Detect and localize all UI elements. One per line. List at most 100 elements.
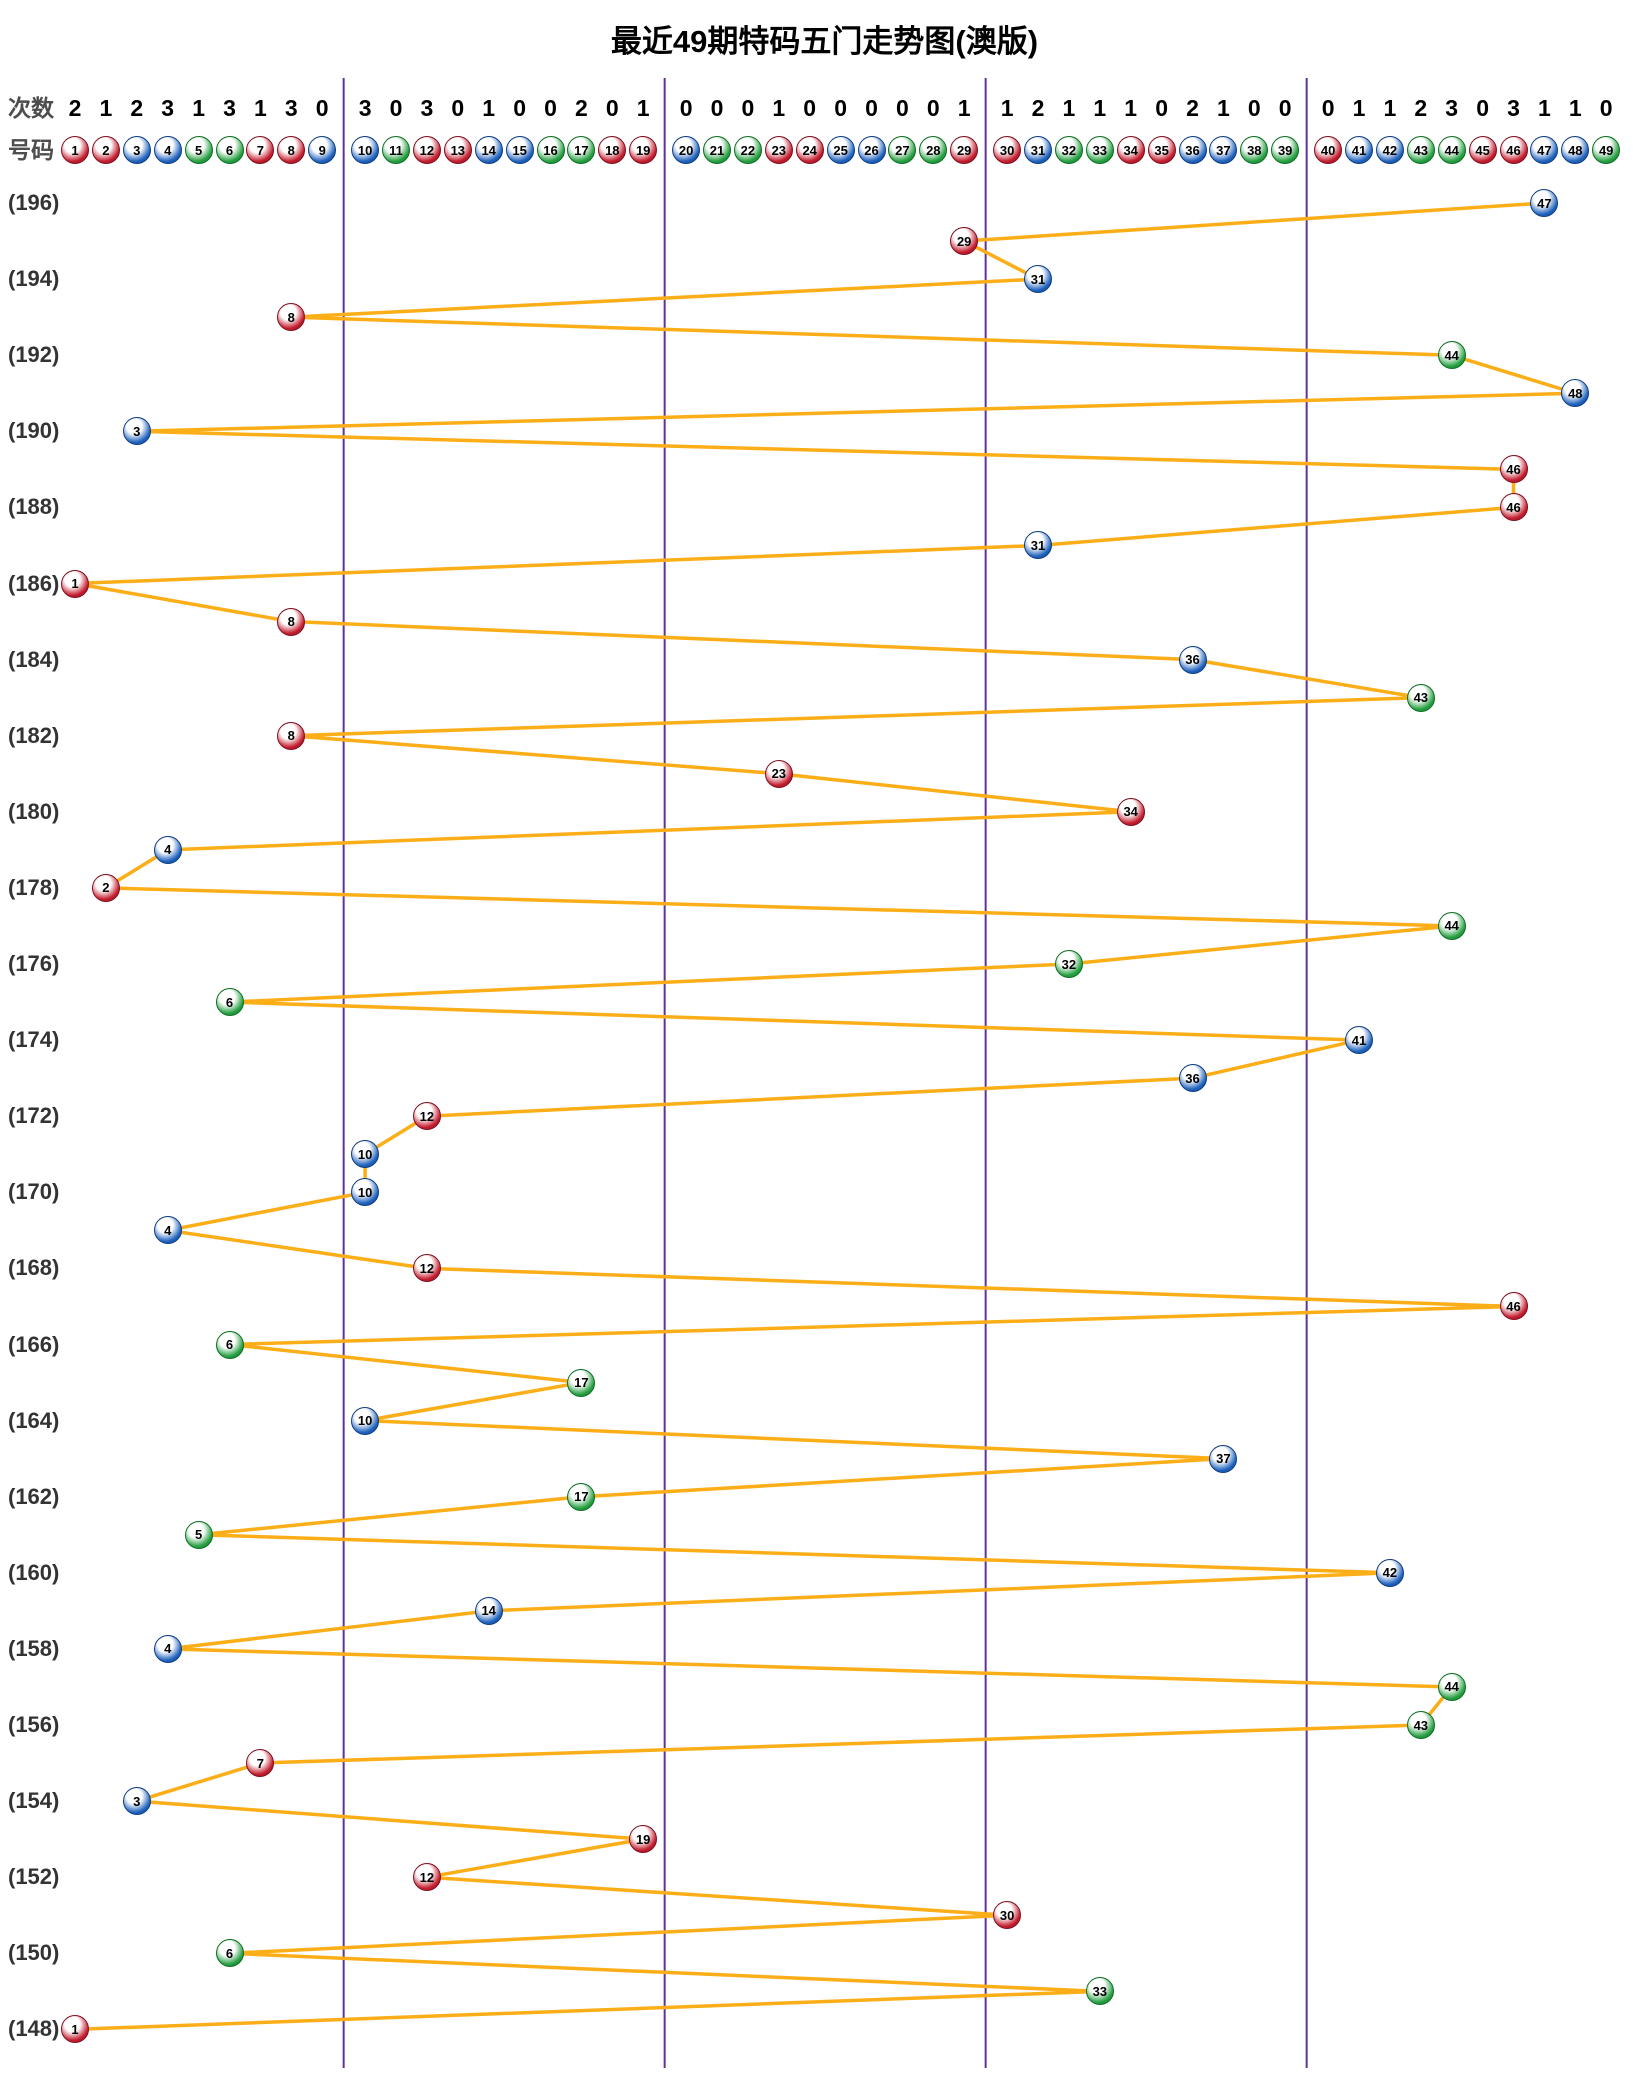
period-label-172: (172) — [8, 1103, 60, 1129]
count-value-14: 1 — [482, 95, 496, 121]
header-ball-28: 28 — [919, 136, 948, 164]
period-label-152: (152) — [8, 1864, 60, 1890]
chart-ball-period-158-4: 4 — [153, 1634, 182, 1663]
period-label-166: (166) — [8, 1331, 60, 1357]
header-ball-12: 12 — [412, 136, 441, 164]
period-label-156: (156) — [8, 1712, 60, 1737]
count-value-8: 3 — [284, 95, 298, 121]
chart-ball-period-176-32: 32 — [1054, 950, 1083, 978]
header-ball-25: 25 — [826, 136, 855, 164]
count-value-6: 3 — [223, 95, 236, 121]
header-ball-2: 2 — [91, 136, 120, 164]
chart-ball-period-194-31: 31 — [1024, 265, 1052, 294]
count-value-25: 0 — [834, 95, 847, 121]
count-value-26: 0 — [865, 95, 878, 121]
period-label-174: (174) — [8, 1027, 60, 1053]
count-value-29: 1 — [957, 95, 971, 121]
header-ball-21: 21 — [703, 136, 731, 164]
header-ball-22: 22 — [733, 136, 762, 164]
chart-ball-period-189-46: 46 — [1499, 455, 1528, 484]
count-value-12: 3 — [420, 95, 434, 121]
count-value-40: 0 — [1321, 95, 1335, 121]
count-value-45: 0 — [1476, 95, 1489, 121]
header-ball-23: 23 — [764, 136, 793, 164]
header-ball-27: 27 — [888, 136, 917, 164]
header-ball-19: 19 — [629, 136, 658, 164]
count-value-47: 1 — [1537, 95, 1551, 121]
header-ball-44: 44 — [1437, 136, 1466, 164]
header-ball-40: 40 — [1314, 136, 1343, 164]
chart-ball-period-148-1: 1 — [61, 2015, 89, 2044]
count-value-20: 0 — [679, 95, 693, 121]
chart-ball-period-178-2: 2 — [91, 873, 120, 902]
chart-ball-period-170-10: 10 — [351, 1178, 380, 1207]
count-value-36: 2 — [1186, 95, 1199, 121]
count-value-34: 1 — [1124, 95, 1138, 121]
header-ball-20: 20 — [672, 136, 701, 164]
chart-ball-period-161-5: 5 — [184, 1520, 213, 1549]
header-ball-14: 14 — [474, 136, 503, 164]
chart-ball-period-183-43: 43 — [1406, 683, 1435, 712]
period-label-168: (168) — [8, 1255, 60, 1281]
page-title: 最近49期特码五门走势图(澳版) — [610, 24, 1039, 59]
chart-ball-period-186-1: 1 — [61, 569, 89, 598]
chart-ball-period-171-10: 10 — [351, 1140, 380, 1169]
count-value-22: 0 — [741, 95, 755, 121]
chart-ball-period-163-37: 37 — [1209, 1444, 1238, 1473]
count-value-48: 1 — [1568, 95, 1582, 121]
chart-ball-period-159-14: 14 — [474, 1596, 503, 1625]
chart-ball-period-192-44: 44 — [1437, 341, 1466, 370]
count-value-16: 0 — [544, 95, 557, 121]
chart-ball-period-190-3: 3 — [122, 417, 151, 446]
header-ball-49: 49 — [1592, 136, 1621, 164]
chart-ball-period-164-10: 10 — [351, 1406, 380, 1435]
header-ball-35: 35 — [1147, 136, 1176, 164]
count-value-24: 0 — [803, 95, 817, 121]
count-value-42: 1 — [1383, 95, 1397, 121]
period-label-186: (186) — [8, 570, 60, 596]
chart-ball-period-188-46: 46 — [1499, 493, 1528, 522]
chart-ball-period-174-41: 41 — [1345, 1026, 1373, 1055]
header-ball-30: 30 — [993, 136, 1022, 164]
count-value-11: 0 — [389, 95, 403, 121]
header-ball-3: 3 — [122, 136, 151, 164]
count-value-10: 3 — [358, 95, 372, 121]
period-label-196: (196) — [8, 190, 60, 215]
period-label-192: (192) — [8, 342, 60, 368]
count-value-17: 2 — [574, 95, 588, 121]
chart-ball-period-169-4: 4 — [153, 1216, 182, 1245]
period-label-170: (170) — [8, 1179, 60, 1205]
header-ball-32: 32 — [1054, 136, 1083, 164]
header-ball-48: 48 — [1561, 136, 1590, 164]
header-ball-37: 37 — [1209, 136, 1238, 164]
count-value-13: 0 — [451, 95, 465, 121]
count-value-43: 2 — [1414, 95, 1428, 121]
header-ball-8: 8 — [277, 136, 306, 164]
header-ball-41: 41 — [1345, 136, 1373, 164]
chart-ball-period-155-7: 7 — [246, 1749, 275, 1778]
header-ball-10: 10 — [351, 136, 380, 164]
period-label-184: (184) — [8, 646, 60, 672]
header-ball-1: 1 — [61, 136, 89, 164]
header-ball-5: 5 — [184, 136, 213, 164]
header-ball-43: 43 — [1406, 136, 1435, 164]
chart-ball-period-193-8: 8 — [277, 303, 306, 332]
header-ball-34: 34 — [1116, 136, 1145, 164]
chart-ball-period-196-47: 47 — [1530, 189, 1559, 217]
chart-ball-period-179-4: 4 — [153, 835, 182, 864]
header-ball-6: 6 — [215, 136, 244, 164]
chart-ball-period-165-17: 17 — [567, 1368, 596, 1397]
count-value-31: 2 — [1031, 95, 1045, 121]
count-value-19: 1 — [636, 95, 650, 121]
header-ball-13: 13 — [443, 136, 472, 164]
period-label-160: (160) — [8, 1559, 60, 1585]
period-label-176: (176) — [8, 951, 60, 976]
header-ball-38: 38 — [1240, 136, 1269, 164]
header-ball-9: 9 — [308, 136, 337, 164]
chart-ball-period-153-19: 19 — [629, 1825, 658, 1854]
count-value-38: 0 — [1247, 95, 1261, 121]
count-value-41: 1 — [1352, 95, 1366, 121]
count-value-46: 3 — [1507, 95, 1520, 121]
period-label-164: (164) — [8, 1407, 60, 1433]
